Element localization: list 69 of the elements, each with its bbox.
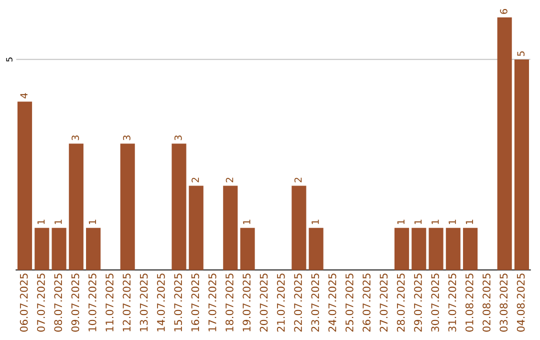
x-tick-label: 04.08.2025 xyxy=(516,274,525,332)
x-tick-label: 24.07.2025 xyxy=(328,274,336,332)
bar xyxy=(120,144,135,270)
x-tick-label: 08.07.2025 xyxy=(54,274,62,332)
data-label: 1 xyxy=(466,220,473,224)
x-tick-label: 31.07.2025 xyxy=(448,274,456,332)
x-tick-label: 26.07.2025 xyxy=(362,274,371,332)
x-tick-label: 22.07.2025 xyxy=(294,274,302,332)
bar xyxy=(463,228,478,270)
x-tick-label: 03.08.2025 xyxy=(500,274,508,332)
data-label: 1 xyxy=(448,220,456,224)
bar xyxy=(223,186,238,270)
data-label: 3 xyxy=(123,135,130,140)
x-tick-label: 13.07.2025 xyxy=(140,274,148,332)
data-label: 2 xyxy=(226,178,234,182)
bar xyxy=(68,144,84,270)
ref-line-label: 5 xyxy=(6,58,12,62)
data-label: 1 xyxy=(312,220,319,224)
data-label: 1 xyxy=(414,220,422,224)
data-label: 2 xyxy=(192,178,199,182)
data-label: 1 xyxy=(243,220,250,224)
x-tick-label: 02.08.2025 xyxy=(482,274,490,332)
bar xyxy=(497,17,512,270)
bar xyxy=(308,228,324,270)
x-tick-label: 01.08.2025 xyxy=(465,274,474,332)
x-tick-label: 12.07.2025 xyxy=(122,274,131,332)
bar xyxy=(240,228,255,270)
bar xyxy=(86,228,101,270)
data-label: 1 xyxy=(54,220,62,224)
data-label: 3 xyxy=(174,135,182,140)
bar xyxy=(446,228,460,270)
data-label: 1 xyxy=(397,220,404,224)
x-tick-label: 14.07.2025 xyxy=(157,274,165,332)
bar xyxy=(292,186,306,270)
x-tick-label: 07.07.2025 xyxy=(37,274,45,332)
x-tick-label: 29.07.2025 xyxy=(414,274,422,332)
bar xyxy=(34,228,50,270)
data-label: 5 xyxy=(517,51,525,56)
x-tick-label: 23.07.2025 xyxy=(311,274,320,332)
x-tick-label: 25.07.2025 xyxy=(345,274,354,332)
x-tick-label: 17.07.2025 xyxy=(208,274,216,332)
x-tick-label: 06.07.2025 xyxy=(20,274,28,332)
bar xyxy=(188,186,204,270)
x-tick-label: 28.07.2025 xyxy=(396,274,405,332)
bar xyxy=(428,228,444,270)
data-label: 3 xyxy=(72,135,79,140)
x-tick-label: 15.07.2025 xyxy=(174,274,182,332)
data-label: 1 xyxy=(88,220,96,224)
x-tick-label: 20.07.2025 xyxy=(260,274,268,332)
x-tick-label: 09.07.2025 xyxy=(71,274,80,332)
bar xyxy=(52,228,66,270)
x-tick-label: 27.07.2025 xyxy=(380,274,388,332)
data-label: 1 xyxy=(38,220,45,224)
data-label: 1 xyxy=(432,220,439,224)
x-tick-label: 10.07.2025 xyxy=(88,274,96,332)
data-label: 2 xyxy=(294,178,302,182)
x-tick-label: 11.07.2025 xyxy=(106,274,114,332)
bar xyxy=(514,59,529,270)
x-tick-label: 30.07.2025 xyxy=(431,274,440,332)
data-label: 6 xyxy=(500,9,508,14)
x-tick-label: 18.07.2025 xyxy=(226,274,234,332)
bar xyxy=(394,228,410,270)
bar xyxy=(172,144,186,270)
x-tick-label: 16.07.2025 xyxy=(191,274,200,332)
x-tick-label: 21.07.2025 xyxy=(276,274,285,332)
data-label: 4 xyxy=(20,93,28,98)
x-tick-label: 19.07.2025 xyxy=(242,274,251,332)
bar xyxy=(17,102,32,270)
bar xyxy=(412,228,426,270)
